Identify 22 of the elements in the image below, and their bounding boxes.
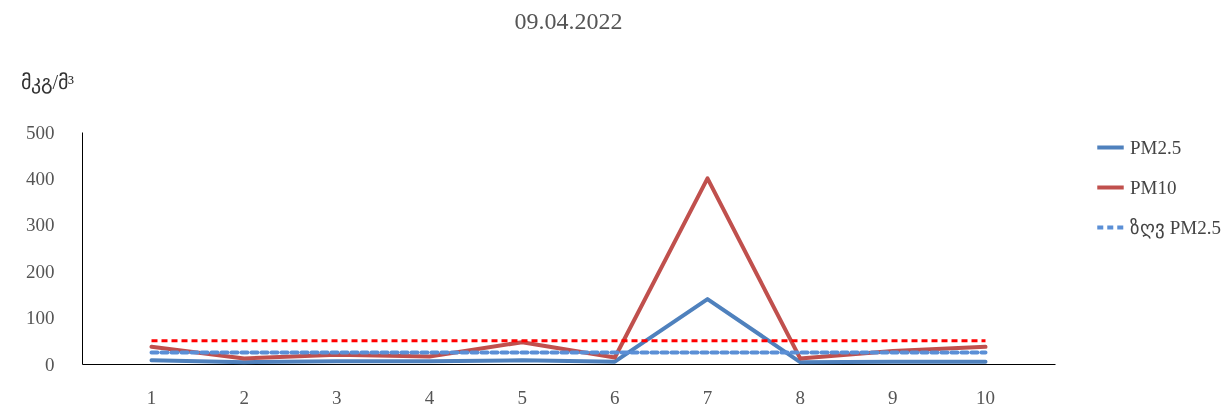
x-tick-label: 7 bbox=[702, 386, 713, 408]
y-tick-label: 500 bbox=[26, 121, 55, 143]
y-tick-label: 300 bbox=[26, 214, 55, 236]
line-series bbox=[149, 297, 988, 365]
x-tick-label: 1 bbox=[146, 386, 157, 408]
x-tick-label: 6 bbox=[610, 386, 620, 408]
legend-label: ზღვ PM2.5 bbox=[1130, 216, 1221, 239]
x-tick-label: 3 bbox=[332, 386, 342, 408]
y-tick-label: 400 bbox=[26, 167, 55, 189]
x-tick-label: 10 bbox=[976, 386, 995, 408]
legend-label: PM2.5 bbox=[1130, 136, 1182, 158]
y-tick-label: 0 bbox=[45, 353, 55, 375]
x-tick-label: 8 bbox=[795, 386, 805, 408]
x-tick-label: 5 bbox=[517, 386, 527, 408]
x-tick-label: 9 bbox=[888, 386, 898, 408]
x-tick-label: 2 bbox=[239, 386, 249, 408]
y-tick-label: 100 bbox=[26, 307, 55, 329]
x-tick-label: 4 bbox=[424, 386, 435, 408]
y-axis-title: მკგ/მ³ bbox=[20, 70, 75, 94]
chart-title: 09.04.2022 bbox=[514, 8, 623, 34]
legend-label: PM10 bbox=[1130, 176, 1177, 198]
y-tick-label: 200 bbox=[26, 260, 55, 282]
